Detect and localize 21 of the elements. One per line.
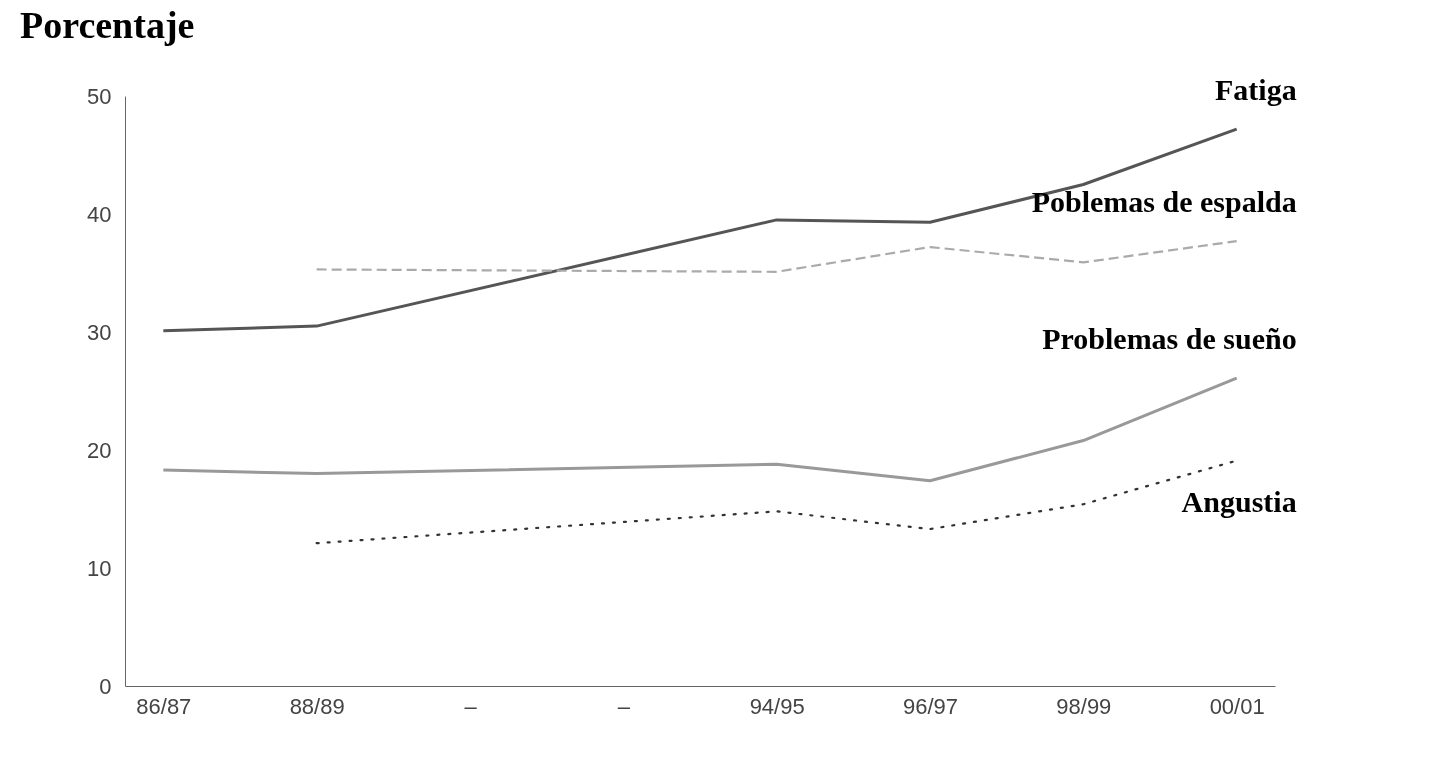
x-tick-label: 00/01 xyxy=(1209,693,1265,719)
series-label: Angustia xyxy=(1181,484,1297,518)
line-series xyxy=(161,376,1239,483)
x-tick-label: – xyxy=(617,693,631,719)
x-tick-label: 98/99 xyxy=(1056,693,1112,719)
y-tick-label: 40 xyxy=(87,201,112,227)
series-label: Fatiga xyxy=(1215,73,1297,107)
x-tick-label: 86/87 xyxy=(136,693,192,719)
y-tick-label: 0 xyxy=(99,673,112,699)
y-tick-label: 30 xyxy=(87,319,112,345)
x-tick-label: 88/89 xyxy=(289,693,345,719)
x-tick-label: 96/97 xyxy=(902,693,959,719)
x-tick-label: – xyxy=(464,693,478,719)
series-label: Poblemas de espalda xyxy=(1031,185,1297,219)
y-tick-label: 20 xyxy=(87,437,112,463)
y-tick-label: 10 xyxy=(87,555,112,581)
chart-title: Porcentaje xyxy=(20,4,195,47)
line-series xyxy=(315,240,1238,273)
y-tick-label: 50 xyxy=(87,83,112,109)
text: Problemas de sueño xyxy=(1042,322,1297,356)
x-tick-label: 94/95 xyxy=(749,693,805,719)
